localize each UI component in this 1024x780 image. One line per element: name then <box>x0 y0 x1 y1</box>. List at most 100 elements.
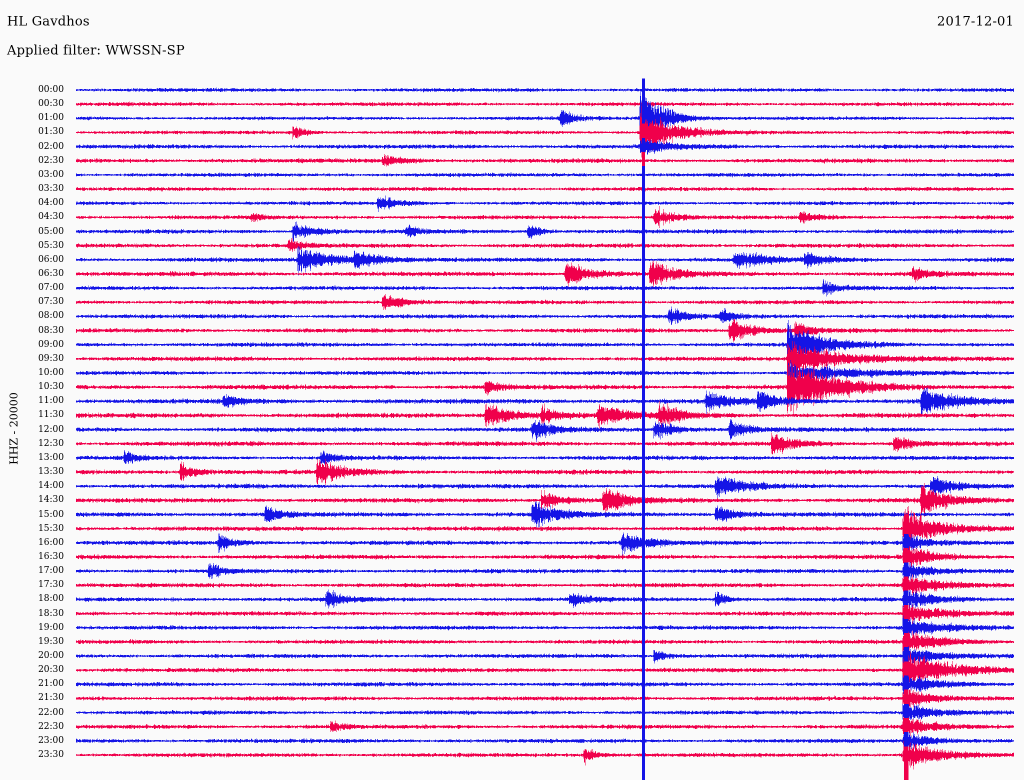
trace-row <box>76 138 1014 157</box>
time-label-1400: 14:00 <box>38 481 64 492</box>
time-label-2300: 23:00 <box>38 735 64 746</box>
trace-row <box>76 449 1014 467</box>
trace-row <box>76 153 1014 167</box>
time-label-2130: 21:30 <box>38 693 64 704</box>
time-label-0130: 01:30 <box>38 127 64 138</box>
trace-row <box>76 573 1014 598</box>
trace-row <box>76 500 1014 530</box>
time-label-1000: 10:00 <box>38 368 64 378</box>
time-label-1830: 18:30 <box>38 608 64 619</box>
time-label-1330: 13:30 <box>38 467 64 478</box>
trace-row <box>76 305 1014 326</box>
trace-row <box>76 671 1014 697</box>
time-label-0100: 01:00 <box>38 113 64 124</box>
trace-row <box>76 87 1014 93</box>
time-label-1930: 19:30 <box>38 636 64 647</box>
time-label-0630: 06:30 <box>38 268 64 279</box>
trace-row <box>76 172 1014 178</box>
time-label-0430: 04:30 <box>38 212 64 223</box>
applied-filter-label: Applied filter: WWSSN-SP <box>7 43 185 59</box>
time-label-1430: 14:30 <box>38 495 64 506</box>
trace-row <box>76 585 1014 611</box>
trace-row <box>76 102 1014 162</box>
trace-row <box>76 316 1014 343</box>
trace-row <box>76 561 1014 581</box>
time-label-1630: 16:30 <box>38 551 64 562</box>
time-label-0830: 08:30 <box>38 325 64 336</box>
time-label-1230: 12:30 <box>38 438 64 449</box>
trace-row <box>76 194 1014 213</box>
trace-row <box>76 279 1014 298</box>
time-label-1130: 11:30 <box>38 410 64 421</box>
time-label-1030: 10:30 <box>38 382 64 393</box>
trace-row <box>76 101 1014 107</box>
trace-row <box>76 186 1014 192</box>
trace-row <box>76 731 1014 751</box>
trace-row <box>76 613 1014 642</box>
time-label-0600: 06:00 <box>38 254 64 265</box>
time-label-1530: 15:30 <box>38 523 64 534</box>
trace-row <box>76 340 1014 378</box>
time-label-0530: 05:30 <box>38 240 64 251</box>
time-label-2000: 20:00 <box>38 651 64 661</box>
trace-row <box>76 602 1014 629</box>
time-label-0700: 07:00 <box>38 283 64 294</box>
time-label-1730: 17:30 <box>38 580 64 591</box>
trace-row <box>76 360 1014 385</box>
trace-row <box>76 649 1014 693</box>
time-label-0500: 05:00 <box>38 226 64 237</box>
trace-row <box>76 418 1014 443</box>
trace-row <box>76 246 1014 276</box>
trace-row <box>76 737 1014 771</box>
time-label-2230: 22:30 <box>38 721 64 732</box>
trace-row <box>76 715 1014 739</box>
trace-row <box>76 481 1014 520</box>
station-name: HL Gavdhos <box>7 14 90 30</box>
trace-row <box>76 688 1014 711</box>
trace-row <box>76 531 1014 558</box>
trace-row <box>76 221 1014 243</box>
time-label-0230: 02:30 <box>38 155 64 166</box>
time-label-1700: 17:00 <box>38 566 64 577</box>
time-label-1600: 16:00 <box>38 537 64 548</box>
teleseism-spike <box>903 514 909 780</box>
trace-row <box>76 545 1014 569</box>
trace-row <box>76 430 1014 455</box>
time-label-1800: 18:00 <box>38 594 64 605</box>
time-label-0330: 03:30 <box>38 184 64 195</box>
trace-row <box>76 205 1014 229</box>
time-label-2100: 21:00 <box>38 679 64 690</box>
time-label-0930: 09:30 <box>38 353 64 364</box>
trace-row <box>76 644 1014 667</box>
trace-row <box>76 457 1014 490</box>
time-label-1200: 12:00 <box>38 424 64 435</box>
time-label-1900: 19:00 <box>38 622 64 633</box>
time-label-2200: 22:00 <box>38 707 64 718</box>
time-label-0300: 03:00 <box>38 169 64 180</box>
time-label-0900: 09:00 <box>38 339 64 350</box>
trace-row <box>76 473 1014 502</box>
time-label-0800: 08:00 <box>38 311 64 322</box>
trace-row <box>76 400 1014 432</box>
time-label-0400: 04:00 <box>38 198 64 209</box>
time-label-1500: 15:00 <box>38 509 64 520</box>
time-label-0730: 07:30 <box>38 297 64 308</box>
time-label-0200: 02:00 <box>38 141 64 152</box>
trace-row <box>76 505 1014 556</box>
teleseism-spike <box>641 78 646 780</box>
trace-row <box>76 629 1014 657</box>
trace-row <box>76 319 1014 368</box>
record-date: 2017-12-01 <box>937 14 1014 30</box>
trace-row <box>76 293 1014 311</box>
time-axis-labels: 00:00 00:30 01:00 01:30 02:00 02:30 03:00 03:30… <box>0 0 76 780</box>
trace-row <box>76 237 1014 253</box>
time-label-2030: 20:30 <box>38 665 64 676</box>
time-label-1300: 13:00 <box>38 452 64 463</box>
time-label-0000: 00:00 <box>38 85 64 95</box>
trace-row <box>76 349 1014 418</box>
time-label-2330: 23:30 <box>38 750 64 761</box>
trace-row <box>76 258 1014 289</box>
trace-row <box>76 384 1014 417</box>
